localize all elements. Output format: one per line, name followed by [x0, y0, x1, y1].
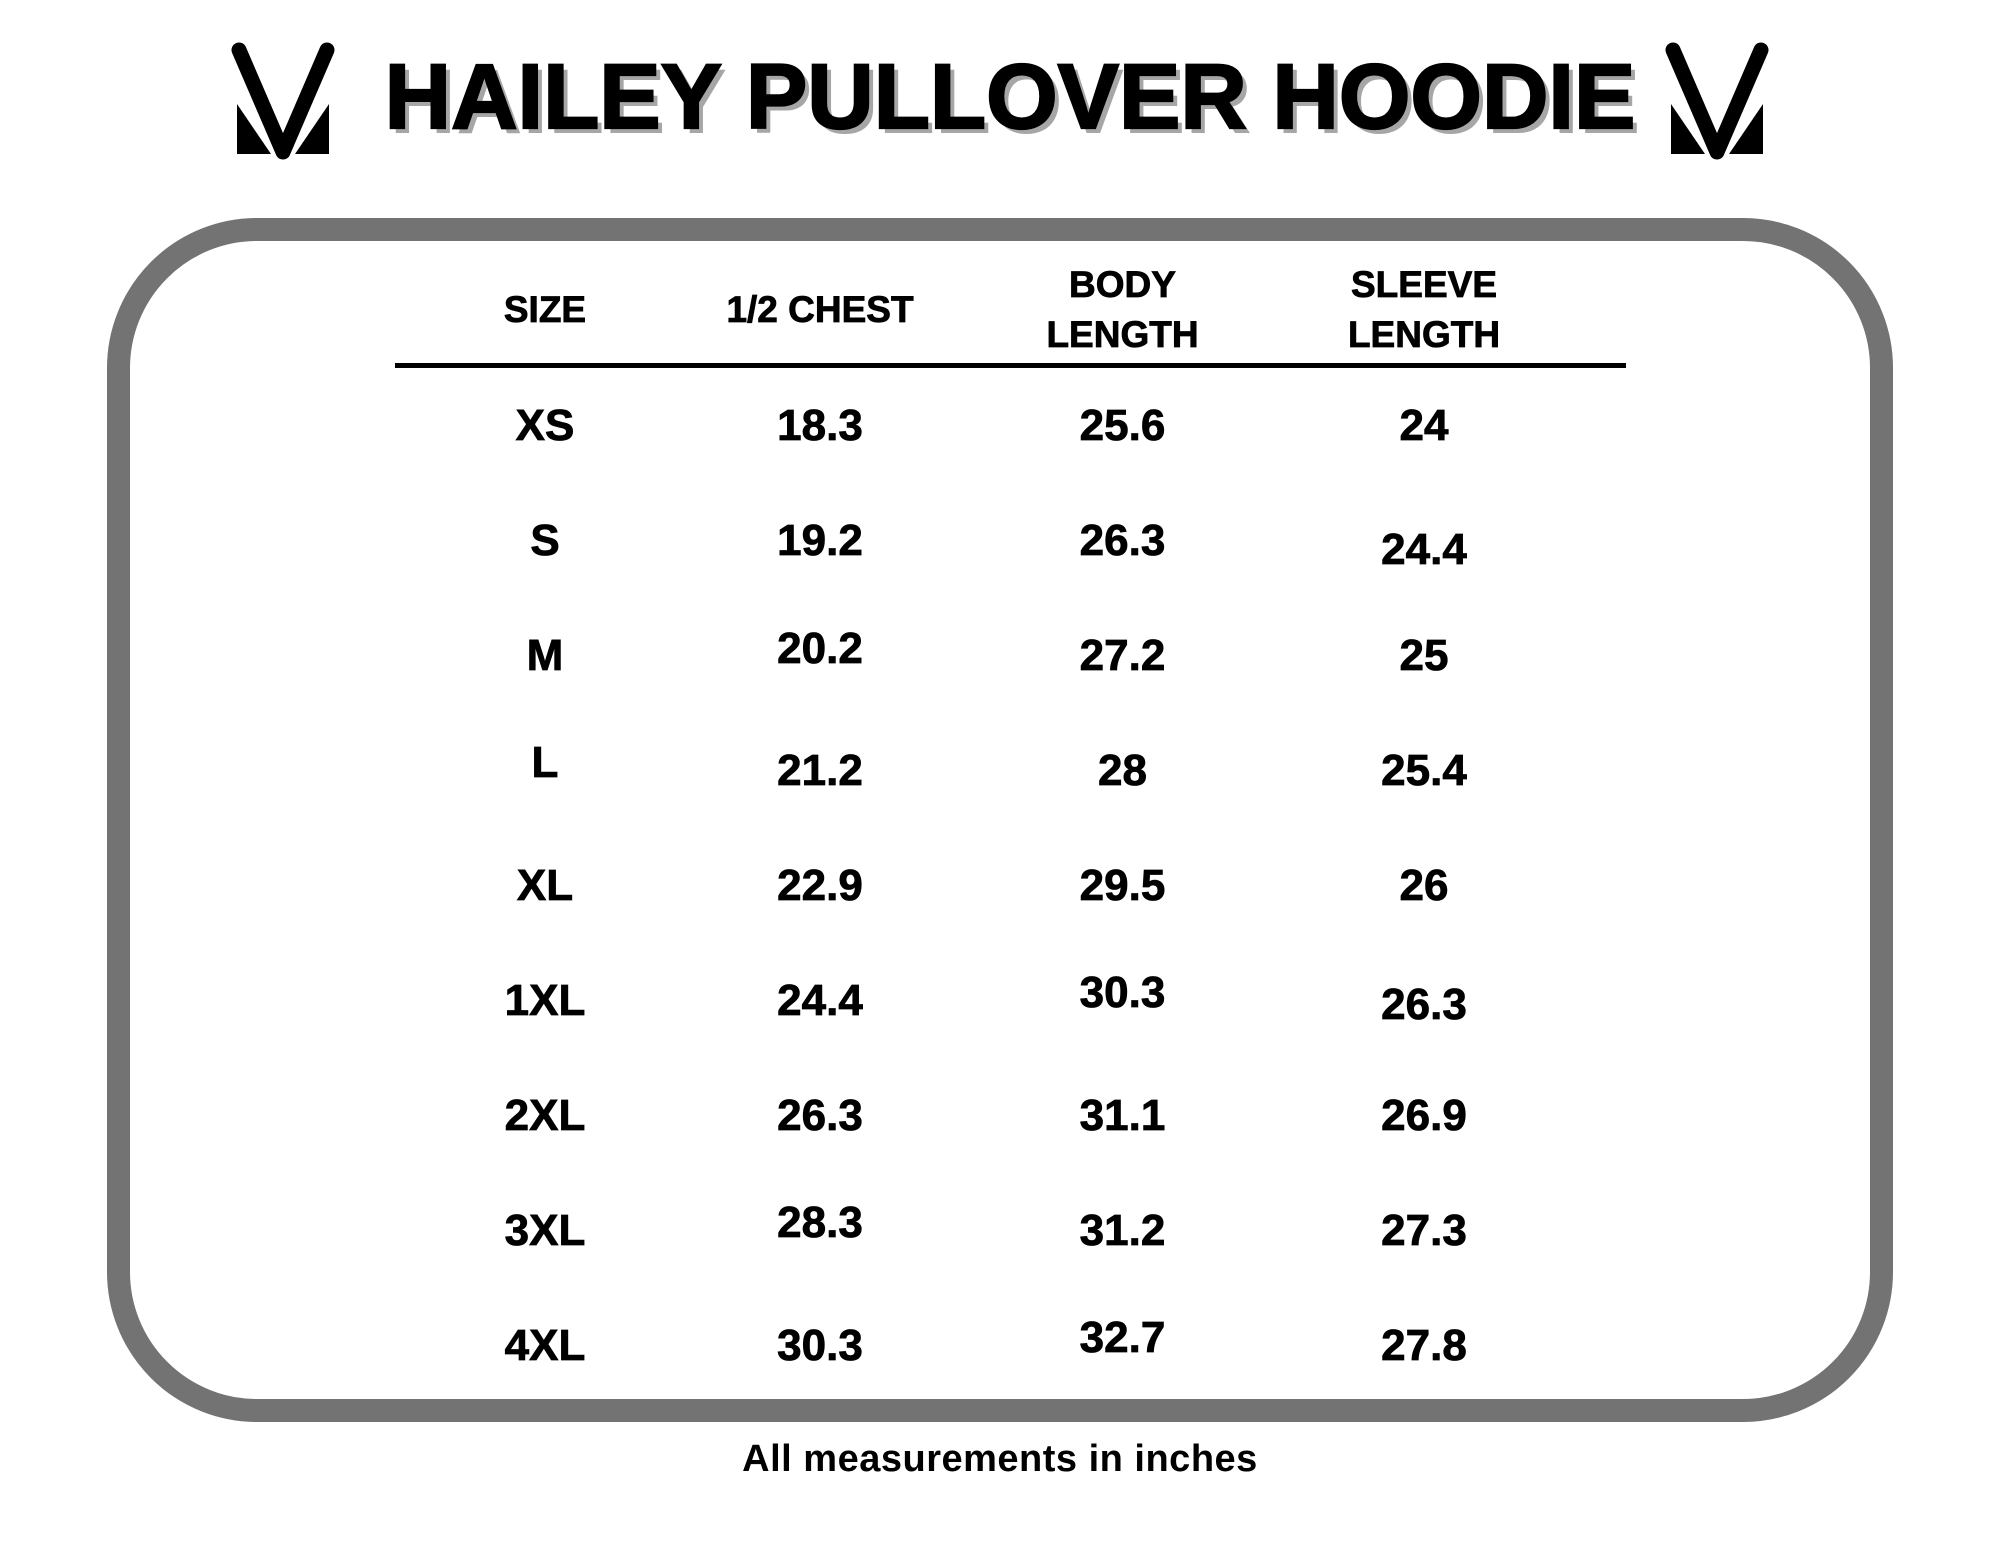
size-chart-panel: SIZE 1/2 CHEST BODY LENGTH SLEEVE LENGTH…: [107, 218, 1893, 1422]
size-label: XS: [515, 400, 575, 450]
body-length-value: 29.5: [1079, 860, 1166, 910]
size-label: L: [531, 737, 559, 787]
sleeve-length-value: 27.8: [1381, 1320, 1467, 1370]
column-header-half-chest: 1/2 CHEST: [726, 288, 914, 330]
brand-header: HAILEY PULLOVER HOODIE: [0, 20, 2000, 175]
body-length-value: 28: [1098, 745, 1148, 795]
brand-m-logo-icon: [231, 42, 335, 159]
column-header-sleeve-length: SLEEVE LENGTH: [1347, 263, 1501, 355]
body-length-value: 31.1: [1079, 1090, 1166, 1140]
half-chest-value: 18.3: [777, 400, 863, 450]
half-chest-value: 21.2: [777, 745, 863, 795]
column-header-size: SIZE: [503, 288, 587, 330]
table-body: XS 18.3 25.6 24 S 19.2 26.3 24.4 M 20.2 …: [395, 368, 1626, 1403]
half-chest-value: 28.3: [777, 1197, 863, 1247]
body-length-value: 30.3: [1079, 967, 1166, 1017]
size-label: S: [530, 515, 560, 565]
table-row: XS 18.3 25.6 24: [395, 368, 1626, 483]
table-row: 2XL 26.3 31.1 26.9: [395, 1058, 1626, 1173]
header-divider: [395, 363, 1626, 368]
measurements-note: All measurements in inches: [742, 1438, 1258, 1480]
half-chest-value: 30.3: [777, 1320, 863, 1370]
table-row: L 21.2 28 25.4: [395, 713, 1626, 828]
half-chest-value: 26.3: [777, 1090, 863, 1140]
half-chest-value: 19.2: [777, 515, 863, 565]
table-row: M 20.2 27.2 25: [395, 598, 1626, 713]
size-label: M: [526, 630, 564, 680]
table-row: 1XL 24.4 30.3 26.3: [395, 943, 1626, 1058]
size-label: 4XL: [504, 1320, 586, 1370]
half-chest-value: 24.4: [777, 975, 863, 1025]
sleeve-length-value: 26.3: [1381, 979, 1467, 1029]
sleeve-length-value: 24: [1399, 400, 1449, 450]
size-label: XL: [516, 860, 574, 910]
sleeve-length-value: 25: [1399, 630, 1449, 680]
table-row: 3XL 28.3 31.2 27.3: [395, 1173, 1626, 1288]
body-length-value: 31.2: [1079, 1205, 1166, 1255]
half-chest-value: 20.2: [777, 623, 863, 673]
sleeve-length-value: 26.9: [1381, 1090, 1467, 1140]
size-label: 3XL: [504, 1205, 586, 1255]
size-label: 1XL: [504, 975, 586, 1025]
size-chart-table: SIZE 1/2 CHEST BODY LENGTH SLEEVE LENGTH…: [395, 256, 1626, 1403]
sleeve-length-value: 24.4: [1381, 524, 1467, 574]
column-header-body-length: BODY LENGTH: [1046, 263, 1199, 355]
body-length-value: 25.6: [1079, 400, 1166, 450]
sleeve-length-value: 27.3: [1381, 1205, 1467, 1255]
sleeve-length-value: 25.4: [1381, 745, 1467, 795]
sleeve-length-value: 26: [1399, 860, 1449, 910]
body-length-value: 26.3: [1079, 515, 1166, 565]
table-row: XL 22.9 29.5 26: [395, 828, 1626, 943]
table-header-row: SIZE 1/2 CHEST BODY LENGTH SLEEVE LENGTH: [395, 256, 1626, 363]
table-row: S 19.2 26.3 24.4: [395, 483, 1626, 598]
body-length-value: 27.2: [1079, 630, 1166, 680]
table-row: 4XL 30.3 32.7 27.8: [395, 1288, 1626, 1403]
body-length-value: 32.7: [1079, 1312, 1166, 1362]
brand-m-logo-icon: [1665, 42, 1769, 159]
page-title: HAILEY PULLOVER HOODIE: [384, 45, 1637, 149]
half-chest-value: 22.9: [777, 860, 863, 910]
size-label: 2XL: [504, 1090, 586, 1140]
